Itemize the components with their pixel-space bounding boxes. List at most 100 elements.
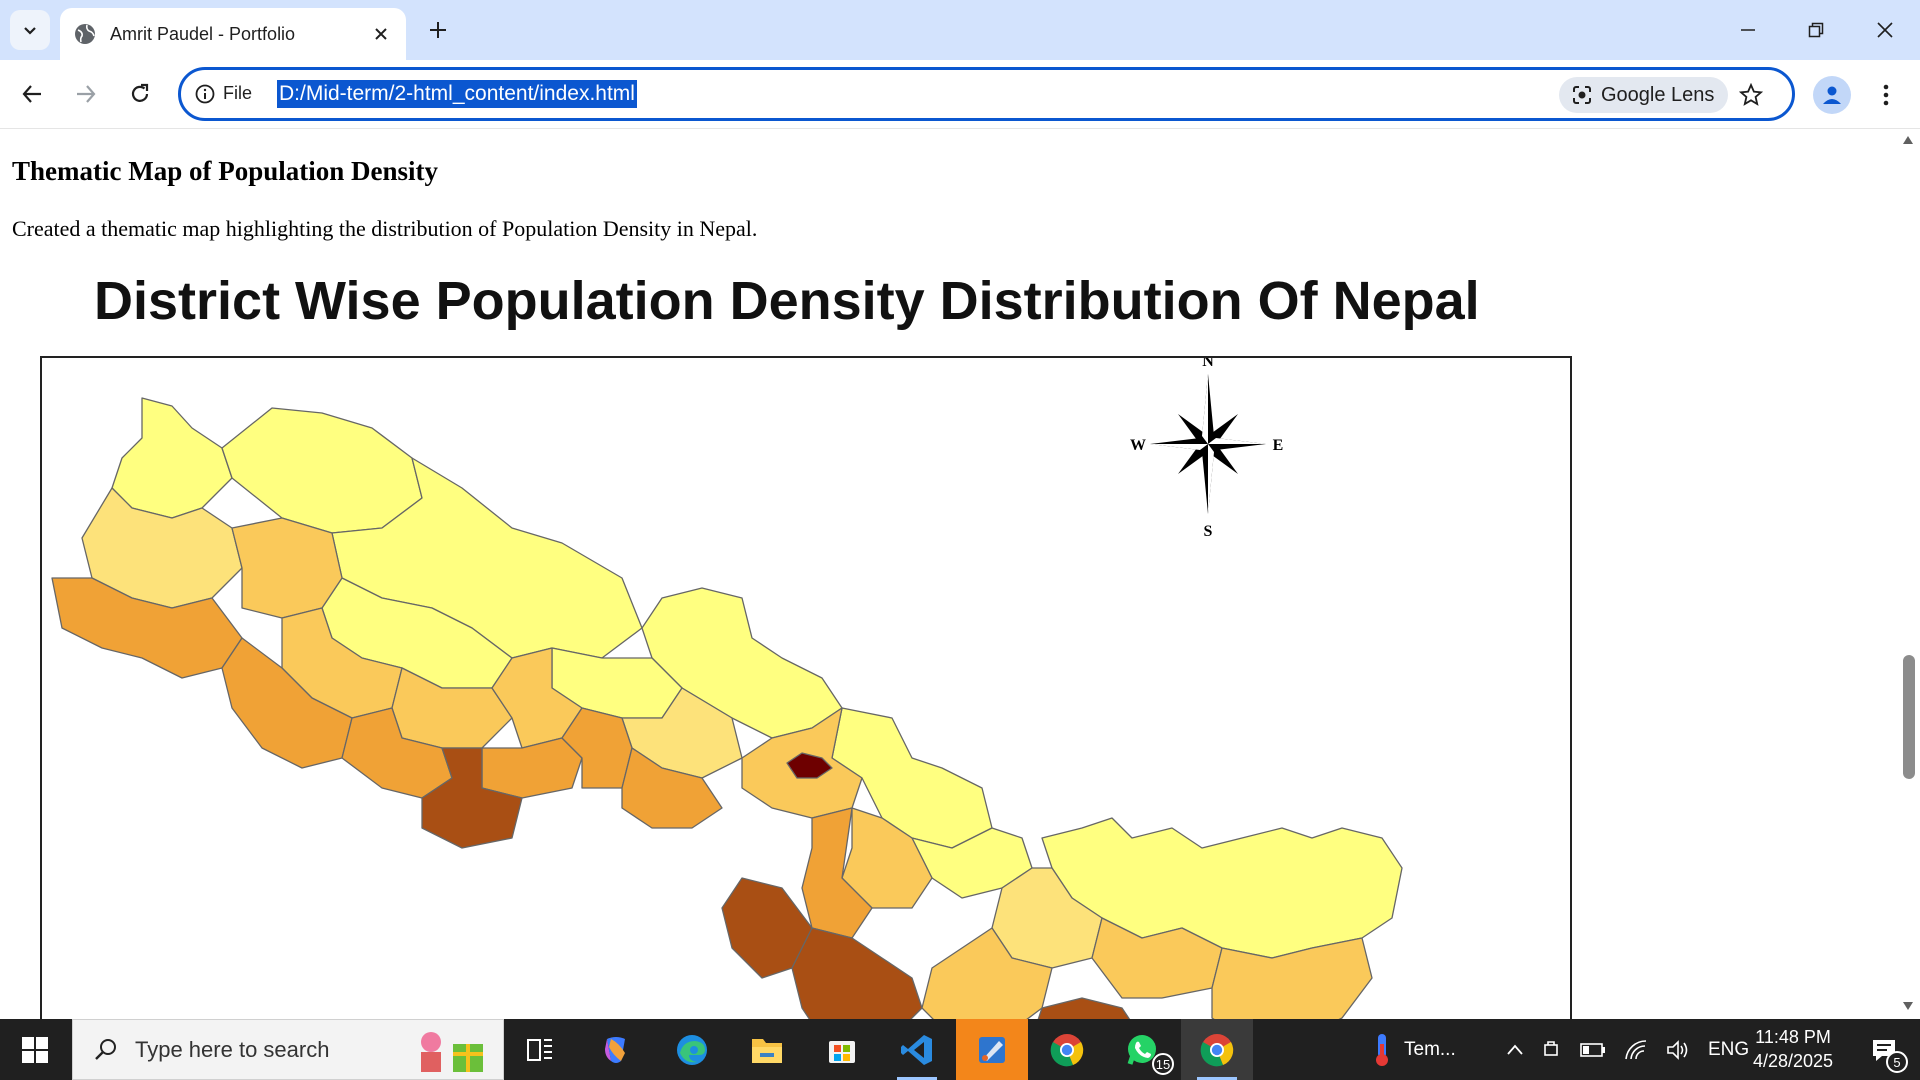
district-region-lumbini-east [481, 737, 583, 799]
globe-icon [75, 24, 95, 44]
taskbar-search-box[interactable]: Type here to search [72, 1019, 504, 1080]
wifi-icon[interactable] [1624, 1039, 1648, 1061]
windows-taskbar: Type here to search 15 Tem... [0, 1019, 1920, 1080]
district-region-parsa [721, 877, 813, 979]
microsoft-store-button[interactable] [806, 1019, 878, 1080]
clock-time: 11:48 PM [1755, 1027, 1831, 1047]
tab-strip: Amrit Paudel - Portfolio [0, 0, 1920, 60]
close-icon [375, 28, 387, 40]
district-region-chitwan [621, 747, 723, 829]
more-vertical-icon [1883, 84, 1889, 106]
language-indicator[interactable]: ENG [1708, 1038, 1750, 1060]
whatsapp-button[interactable]: 15 [1106, 1019, 1178, 1080]
profile-button[interactable] [1813, 76, 1851, 114]
map-title: District Wise Population Density Distrib… [94, 271, 1480, 331]
restore-icon [1808, 22, 1824, 38]
district-region-far-west-north [111, 397, 233, 519]
tab-search-button[interactable] [10, 10, 50, 50]
google-lens-button[interactable]: Google Lens [1559, 77, 1729, 113]
compass-s: S [1204, 523, 1213, 540]
battery-icon[interactable] [1580, 1042, 1606, 1058]
vertical-scrollbar[interactable] [1896, 130, 1920, 1019]
district-region-madhesh-south [791, 927, 923, 1019]
clock[interactable]: 11:48 PM 4/28/2025 [1738, 1025, 1848, 1073]
copilot-icon [605, 1036, 625, 1063]
person-icon [1823, 86, 1841, 104]
chevron-up-icon[interactable] [1506, 1041, 1524, 1059]
thermometer-icon [1376, 1033, 1388, 1066]
browser-toolbar: File D:/Mid-term/2-html_content/index.ht… [0, 60, 1920, 129]
district-region-madhesh-west [921, 927, 1053, 1019]
chrome-active-button[interactable] [1181, 1019, 1253, 1080]
active-indicator [897, 1077, 937, 1080]
weather-label: Tem... [1404, 1038, 1456, 1060]
map-image: District Wise Population Density Distrib… [40, 270, 1574, 1019]
browser-menu-button[interactable] [1870, 76, 1902, 114]
compass-rose: N S W E [1130, 358, 1283, 540]
district-region-west-north [221, 407, 423, 534]
paint-button[interactable] [956, 1019, 1028, 1080]
url-text[interactable]: D:/Mid-term/2-html_content/index.html [277, 80, 637, 108]
copilot-button[interactable] [580, 1019, 652, 1080]
system-tray: ENG [1506, 1019, 1749, 1080]
district-region-rupandehi [421, 747, 523, 849]
bookmark-button[interactable] [1735, 79, 1767, 111]
arrow-right-icon [77, 85, 96, 103]
speaker-icon[interactable] [1666, 1039, 1690, 1061]
close-window-button[interactable] [1851, 0, 1919, 60]
scheme-label: File [223, 83, 253, 103]
chrome-icon [1050, 1033, 1084, 1066]
browser-window: Amrit Paudel - Portfolio [0, 0, 1920, 1019]
edge-icon [677, 1034, 707, 1065]
district-region-madhesh-east [1037, 997, 1131, 1019]
search-icon [95, 1038, 116, 1060]
whatsapp-badge: 15 [1152, 1053, 1174, 1075]
scrollbar-thumb[interactable] [1903, 655, 1915, 779]
start-button[interactable] [0, 1019, 70, 1080]
site-info-button[interactable]: File [195, 83, 252, 104]
close-window-icon [1877, 22, 1893, 38]
new-tab-button[interactable] [424, 16, 452, 44]
lens-icon [1573, 86, 1591, 104]
browser-tab[interactable]: Amrit Paudel - Portfolio [60, 8, 406, 60]
address-bar[interactable]: File D:/Mid-term/2-html_content/index.ht… [178, 67, 1795, 121]
scroll-up-icon[interactable] [1902, 134, 1914, 146]
nepal-map: N S W E [51, 358, 1403, 1019]
scroll-down-icon[interactable] [1902, 1000, 1914, 1012]
back-button[interactable] [12, 74, 52, 114]
compass-n: N [1202, 358, 1214, 370]
edge-button[interactable] [656, 1019, 728, 1080]
compass-e: E [1273, 437, 1284, 454]
chrome-button[interactable] [1031, 1019, 1103, 1080]
vscode-button[interactable] [881, 1019, 953, 1080]
weather-widget[interactable]: Tem... [1370, 1019, 1456, 1080]
forward-button[interactable] [66, 74, 106, 114]
file-explorer-button[interactable] [731, 1019, 803, 1080]
reload-button[interactable] [120, 74, 160, 114]
vscode-icon [901, 1034, 932, 1065]
district-region-west-mid [231, 517, 343, 619]
notification-center-button[interactable]: 5 [1852, 1019, 1916, 1080]
paint-icon [979, 1036, 1005, 1063]
info-icon [195, 84, 215, 103]
file-explorer-icon [752, 1038, 782, 1063]
windows-logo-icon [22, 1036, 48, 1063]
arrow-left-icon [22, 85, 41, 103]
restore-button[interactable] [1782, 0, 1850, 60]
meet-now-icon[interactable] [1542, 1039, 1562, 1061]
task-view-button[interactable] [504, 1019, 576, 1080]
tab-title: Amrit Paudel - Portfolio [110, 23, 296, 44]
minimize-button[interactable] [1714, 0, 1782, 60]
notification-badge: 5 [1886, 1051, 1908, 1073]
minimize-icon [1741, 29, 1755, 31]
district-region-kathmandu [786, 752, 833, 779]
whatsapp-icon [1127, 1034, 1156, 1065]
tab-close-button[interactable] [370, 23, 392, 45]
search-highlight-icon [421, 1032, 483, 1072]
plus-icon [430, 22, 446, 38]
chrome-active-icon [1200, 1033, 1234, 1066]
district-region-far-west-mid [81, 487, 243, 609]
active-indicator [1197, 1077, 1237, 1080]
lens-label: Google Lens [1601, 83, 1715, 106]
task-view-icon [527, 1038, 552, 1061]
